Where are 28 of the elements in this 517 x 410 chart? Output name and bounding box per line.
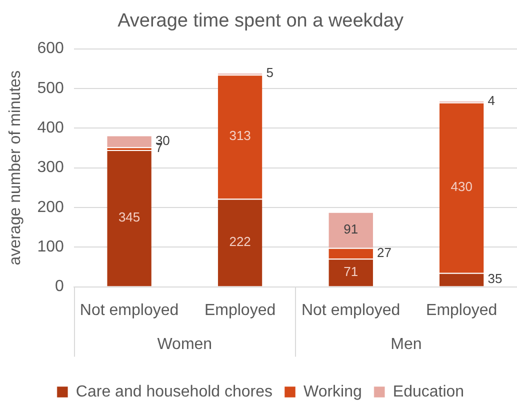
- data-label: 4: [488, 93, 495, 108]
- legend-label: Working: [304, 383, 362, 400]
- y-axis-title: average number of minutes: [7, 70, 24, 266]
- y-tick-label: 0: [54, 278, 64, 296]
- data-label: 35: [488, 271, 502, 286]
- data-label: 222: [229, 234, 251, 250]
- x-tick-label: Not employed: [80, 302, 179, 319]
- chart-title: Average time spent on a weekday: [118, 10, 404, 32]
- legend-label: Care and household chores: [76, 383, 273, 400]
- data-label: 91: [344, 221, 358, 236]
- y-tick-label: 300: [37, 159, 64, 176]
- text: Women: [157, 336, 212, 354]
- legend-label: Education: [392, 383, 464, 400]
- y-tick-label: 600: [37, 40, 64, 58]
- x-tick-label: Employed: [204, 302, 276, 319]
- y-tick-label: 500: [37, 80, 64, 97]
- text: Men: [390, 336, 422, 354]
- x-tick-label: Employed: [426, 302, 498, 319]
- data-label: 345: [118, 210, 140, 225]
- y-tick-label: 400: [37, 120, 64, 137]
- data-label: 5: [266, 65, 274, 80]
- y-tick-label: 100: [37, 238, 64, 256]
- x-tick-label: Not employed: [301, 302, 400, 319]
- data-label: 71: [344, 264, 358, 280]
- data-label: 27: [376, 244, 392, 260]
- y-tick-label: 200: [37, 198, 64, 216]
- data-label: 313: [229, 128, 251, 144]
- data-label: 430: [450, 179, 472, 194]
